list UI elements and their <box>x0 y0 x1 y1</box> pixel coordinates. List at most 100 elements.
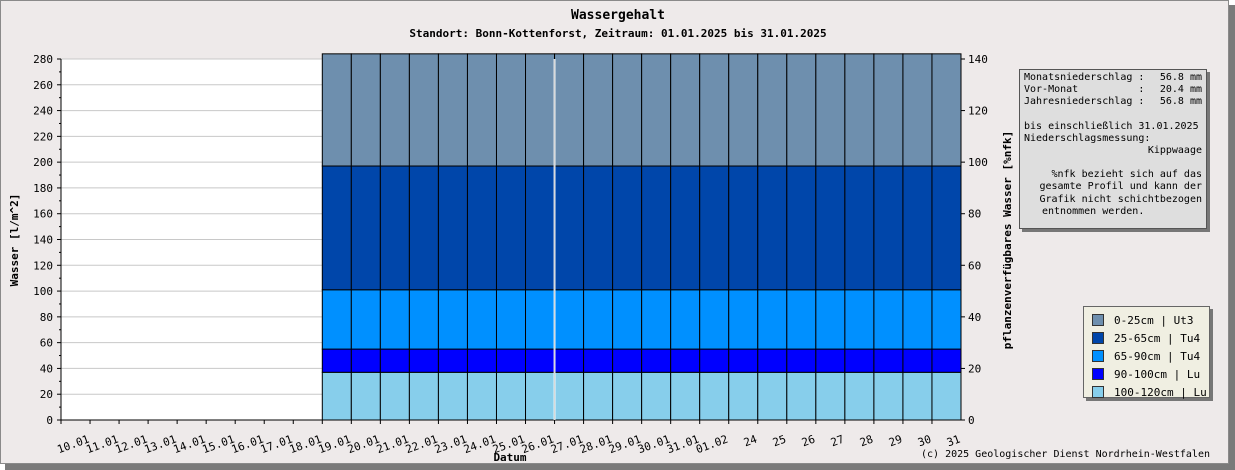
bar-26-01-layer-2 <box>525 289 556 350</box>
legend-swatch-1 <box>1092 332 1104 344</box>
x-tick-label-25: 26 <box>800 433 817 450</box>
y-axis-label: Wasser [l/m^2] <box>8 194 21 287</box>
bar-layer <box>321 53 962 421</box>
bar-30-01-layer-1 <box>641 348 672 373</box>
legend-item-1: 25-65cm | Tu4 <box>1092 329 1209 347</box>
previous-month-value: 20.4 mm <box>1159 84 1202 96</box>
y2-axis-label: pflanzenverfügbares Wasser [%nfk] <box>1001 131 1014 350</box>
bar-22-01-layer-1 <box>408 348 439 373</box>
y-tick-label-2: 40 <box>40 362 53 375</box>
bar-31-layer-3 <box>931 165 962 291</box>
bar-29-layer-2 <box>873 289 904 350</box>
bar-30-01-layer-3 <box>641 165 672 291</box>
y2-tick-label-0: 0 <box>968 414 975 427</box>
y2-tick-label-6: 120 <box>968 105 988 118</box>
previous-month-row: Vor-Monat : 20.4 mm <box>1024 84 1202 96</box>
bar-22-01-layer-3 <box>408 165 439 291</box>
bar-24-layer-1 <box>728 348 759 373</box>
bar-25-01-layer-3 <box>495 165 527 291</box>
bar-26-01-layer-4 <box>525 53 556 167</box>
legend-swatch-4 <box>1092 386 1104 398</box>
bar-27-layer-3 <box>815 165 846 291</box>
nfk-note-line-1: %nfk bezieht sich auf das <box>1051 169 1202 181</box>
legend-label-0: 0-25cm | Ut3 <box>1114 313 1194 327</box>
legend-label-2: 65-90cm | Tu4 <box>1114 349 1201 363</box>
bar-31-01-layer-3 <box>670 165 701 291</box>
measurement-label: Niederschlagsmessung: <box>1024 132 1151 144</box>
bar-29-01-layer-1 <box>612 348 643 373</box>
bar-28-01-layer-0 <box>583 371 614 421</box>
bar-19-01-layer-3 <box>321 165 352 291</box>
bar-28-layer-0 <box>844 371 875 421</box>
nfk-note-line-2: gesamte Profil und kann der <box>1039 181 1202 193</box>
bar-22-01-layer-0 <box>408 371 439 421</box>
bar-26-layer-2 <box>786 289 817 350</box>
x-axis-label: Datum <box>493 451 526 464</box>
bar-23-01-layer-3 <box>437 165 468 291</box>
legend-label-1: 25-65cm | Tu4 <box>1114 331 1201 345</box>
bar-31-01-layer-4 <box>670 53 701 167</box>
y2-tick-label-7: 140 <box>968 53 988 66</box>
bar-28-layer-2 <box>844 289 875 350</box>
bar-31-01-layer-1 <box>670 348 701 373</box>
monthly-precipitation-label: Monatsniederschlag : <box>1024 72 1145 83</box>
bar-21-01-layer-3 <box>379 165 410 291</box>
nfk-note-line-4: entnommen werden. <box>1042 205 1145 217</box>
bar-29-01-layer-4 <box>612 53 643 167</box>
bar-30-layer-1 <box>902 348 933 373</box>
x-tick-label-28: 29 <box>887 433 904 450</box>
y-tick-label-5: 100 <box>33 285 53 298</box>
yearly-precipitation-value: 56.8 mm <box>1159 96 1202 108</box>
monthly-precipitation-row: Monatsniederschlag : 56.8 mm <box>1024 72 1202 84</box>
bar-25-01-layer-1 <box>495 348 527 373</box>
bar-29-01-layer-3 <box>612 165 643 291</box>
bar-23-01-layer-1 <box>437 348 468 373</box>
y-tick-label-7: 140 <box>33 234 53 247</box>
bar-28-01-layer-3 <box>583 165 614 291</box>
bar-21-01-layer-4 <box>379 53 410 167</box>
bar-25-01-layer-0 <box>495 371 527 421</box>
bar-26-layer-4 <box>786 53 817 167</box>
bar-25-01-layer-2 <box>495 289 527 350</box>
bar-23-01-layer-4 <box>437 53 468 167</box>
bar-01-02-layer-2 <box>699 289 730 350</box>
y2-tick-label-4: 80 <box>968 208 981 221</box>
until-date: bis einschließlich 31.01.2025 <box>1024 120 1199 132</box>
bar-30-01-layer-4 <box>641 53 672 167</box>
bar-27-01-layer-2 <box>554 289 585 350</box>
bar-01-02-layer-1 <box>699 348 730 373</box>
bar-24-01-layer-2 <box>466 289 497 350</box>
x-tick-label-23: 24 <box>742 432 759 449</box>
bar-30-layer-4 <box>902 53 933 167</box>
copyright-notice: (c) 2025 Geologischer Dienst Nordrhein-W… <box>921 449 1210 460</box>
bar-24-01-layer-0 <box>466 371 497 421</box>
bar-26-01-layer-0 <box>525 371 556 421</box>
bar-23-01-layer-2 <box>437 289 468 350</box>
bar-24-layer-4 <box>728 53 759 167</box>
legend-label-3: 90-100cm | Lu <box>1114 367 1201 381</box>
bar-27-01-layer-3 <box>554 165 585 291</box>
y-tick-label-0: 0 <box>46 414 53 427</box>
bar-27-01-layer-4 <box>554 53 585 167</box>
bar-27-01-layer-1 <box>554 348 585 373</box>
bar-25-layer-3 <box>757 165 788 291</box>
legend-label-4: 100-120cm | Lu <box>1114 385 1207 399</box>
y-tick-label-3: 60 <box>40 337 53 350</box>
bar-19-01-layer-0 <box>321 371 352 421</box>
legend-swatch-0 <box>1092 314 1104 326</box>
bar-20-01-layer-3 <box>350 165 381 291</box>
y-tick-label-13: 260 <box>33 79 53 92</box>
bar-28-01-layer-4 <box>583 53 614 167</box>
yearly-precipitation-row: Jahresniederschlag : 56.8 mm <box>1024 96 1202 108</box>
y2-tick-label-3: 60 <box>968 259 981 272</box>
x-tick-label-29: 30 <box>916 433 933 450</box>
bar-27-layer-4 <box>815 53 846 167</box>
bar-01-02-layer-4 <box>699 53 730 167</box>
bar-21-01-layer-0 <box>379 371 410 421</box>
bar-25-layer-4 <box>757 53 788 167</box>
bar-31-layer-4 <box>931 53 962 167</box>
bar-24-01-layer-3 <box>466 165 497 291</box>
bar-30-layer-2 <box>902 289 933 350</box>
bar-28-01-layer-1 <box>583 348 614 373</box>
